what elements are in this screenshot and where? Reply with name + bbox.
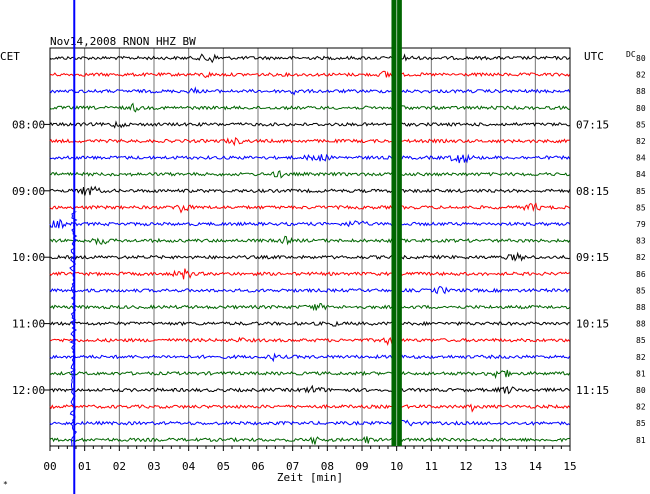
x-tick-label: 02: [113, 460, 126, 473]
x-tick-label: 14: [529, 460, 543, 473]
dc-value: 84: [636, 170, 646, 179]
trace-line: [49, 352, 571, 363]
trace-line: [49, 403, 571, 413]
left-timezone-label: CET: [0, 50, 20, 63]
right-time-label: 08:15: [576, 185, 609, 198]
trace-line: [49, 185, 571, 196]
trace-line: [49, 202, 571, 214]
dc-value: 88: [636, 320, 646, 329]
dc-value: 84: [636, 154, 646, 163]
x-tick-label: 01: [78, 460, 91, 473]
x-tick-label: 05: [217, 460, 230, 473]
dc-value: 85: [636, 120, 646, 129]
trace-line: [49, 436, 570, 445]
trace-line: [49, 369, 571, 380]
dc-value: 88: [636, 303, 646, 312]
event-signal: [69, 211, 78, 447]
right-time-label: 07:15: [576, 118, 609, 131]
trace-line: [49, 70, 571, 79]
dc-value: 82: [636, 253, 646, 262]
left-time-label: 12:00: [12, 384, 45, 397]
left-time-label: 10:00: [12, 251, 45, 264]
trace-line: [49, 335, 571, 346]
x-tick-label: 12: [459, 460, 472, 473]
x-axis-label: Zeit [min]: [277, 471, 343, 484]
dc-value: 81: [636, 369, 646, 378]
trace-line: [49, 153, 571, 164]
dc-value: 82: [636, 137, 646, 146]
dc-value: 83: [636, 237, 646, 246]
dc-value: 85: [636, 419, 646, 428]
trace-line: [49, 302, 571, 312]
x-tick-label: 11: [425, 460, 438, 473]
trace-line: [49, 419, 570, 427]
trace-line: [49, 218, 571, 230]
dc-value: 85: [636, 203, 646, 212]
trace-line: [49, 286, 570, 295]
bottom-left-mark: *: [3, 480, 8, 489]
trace-line: [49, 170, 570, 179]
dc-value: 85: [636, 187, 646, 196]
x-tick-label: 08: [321, 460, 334, 473]
dc-value: 80: [636, 104, 646, 113]
right-time-label: 09:15: [576, 251, 609, 264]
trace-line: [49, 384, 570, 395]
dc-value: 85: [636, 336, 646, 345]
dc-value: 82: [636, 71, 646, 80]
right-time-label: 11:15: [576, 384, 609, 397]
right-time-label: 10:15: [576, 318, 609, 331]
x-tick-label: 04: [182, 460, 196, 473]
trace-line: [49, 136, 570, 147]
x-tick-label: 09: [355, 460, 368, 473]
x-tick-label: 10: [390, 460, 403, 473]
x-tick-label: 15: [563, 460, 576, 473]
dc-value: 86: [636, 270, 646, 279]
x-tick-label: 03: [147, 460, 160, 473]
trace-line: [49, 120, 570, 129]
left-time-label: 11:00: [12, 318, 45, 331]
dc-value: 80: [636, 386, 646, 395]
dc-header-label: DC: [626, 50, 636, 59]
right-timezone-label: UTC: [584, 50, 604, 63]
axis-labels: 00 01 02 03 04 05 06 07 08 09 10 11 12 13 14 15 80 82 88 80…: [12, 54, 646, 473]
left-time-label: 08:00: [12, 118, 45, 131]
left-time-label: 09:00: [12, 185, 45, 198]
dc-value: 79: [636, 220, 646, 229]
dc-value: 88: [636, 87, 646, 96]
x-tick-label: 00: [43, 460, 56, 473]
trace-line: [49, 235, 571, 246]
trace-line: [49, 53, 571, 64]
dc-value: 81: [636, 436, 646, 445]
dc-value: 85: [636, 286, 646, 295]
trace-line: [49, 102, 570, 113]
dc-value: 82: [636, 353, 646, 362]
trace-line: [49, 251, 570, 262]
chart-title: Nov14,2008 RNON HHZ BW: [50, 35, 196, 48]
x-tick-label: 13: [494, 460, 507, 473]
trace-line: [49, 86, 571, 96]
dc-value: 80: [636, 54, 646, 63]
trace-line: [49, 320, 570, 327]
x-tick-label: 07: [286, 460, 299, 473]
seismic-traces: [49, 53, 571, 445]
trace-line: [49, 268, 570, 280]
x-tick-label: 06: [251, 460, 264, 473]
event-marks: [69, 0, 402, 494]
dc-value: 82: [636, 403, 646, 412]
